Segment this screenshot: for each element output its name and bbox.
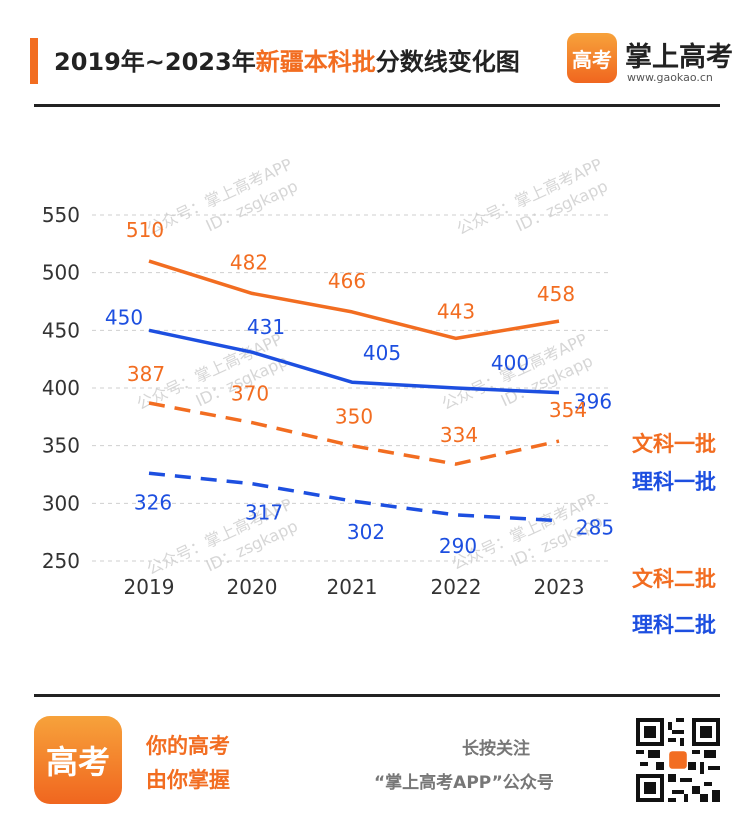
x-tick-label: 2022	[431, 575, 482, 599]
title-accent-bar	[30, 38, 38, 84]
y-tick-label: 550	[42, 203, 80, 227]
series-line	[148, 471, 560, 523]
data-label: 443	[437, 299, 475, 323]
data-label: 285	[576, 516, 614, 540]
data-label: 466	[328, 269, 366, 293]
legend-label: 理科二批	[632, 613, 716, 637]
data-label: 317	[245, 501, 283, 525]
data-label: 334	[440, 423, 478, 447]
series-line	[148, 401, 560, 466]
data-label: 387	[127, 362, 165, 386]
data-label: 482	[230, 250, 268, 274]
data-label: 302	[347, 520, 385, 544]
title-suffix: 分数线变化图	[375, 48, 520, 76]
x-tick-label: 2021	[327, 575, 378, 599]
data-label: 458	[537, 282, 575, 306]
page-title: 2019年~2023年新疆本科批分数线变化图	[54, 42, 520, 77]
series-line	[148, 259, 560, 341]
follow-hint: 长按关注	[462, 739, 530, 759]
follow-account: “掌上高考APP”公众号	[374, 773, 554, 793]
qr-code-icon[interactable]	[636, 718, 720, 802]
y-tick-label: 350	[42, 434, 80, 458]
brand-url: www.gaokao.cn	[627, 71, 713, 84]
title-highlight: 新疆本科批	[255, 48, 376, 76]
legend-label: 文科二批	[632, 567, 716, 591]
data-label: 405	[363, 341, 401, 365]
y-tick-label: 300	[42, 491, 80, 515]
footer-logo-icon: 高考	[34, 716, 122, 804]
series-line	[148, 328, 560, 395]
slogan-line-1: 你的高考	[146, 734, 230, 758]
title-prefix: 2019年~2023年	[54, 48, 256, 76]
data-label: 431	[247, 315, 285, 339]
y-tick-label: 250	[42, 549, 80, 573]
data-label: 396	[574, 390, 612, 414]
y-tick-label: 500	[42, 261, 80, 285]
y-tick-label: 450	[42, 318, 80, 342]
data-label: 400	[491, 351, 529, 375]
brand-name: 掌上高考	[625, 42, 733, 73]
y-tick-label: 400	[42, 376, 80, 400]
x-tick-label: 2020	[227, 575, 278, 599]
data-label: 326	[134, 490, 172, 514]
data-label: 510	[126, 218, 164, 242]
brand-logo-icon: 高考	[567, 33, 617, 83]
legend-label: 理科一批	[632, 470, 716, 494]
data-label: 350	[335, 405, 373, 429]
data-label: 354	[549, 398, 587, 422]
data-label: 450	[105, 305, 143, 329]
slogan-line-2: 由你掌握	[146, 768, 230, 792]
data-label: 290	[439, 534, 477, 558]
data-label: 370	[231, 382, 269, 406]
x-tick-label: 2019	[124, 575, 175, 599]
bottom-divider	[34, 694, 720, 697]
legend-label: 文科一批	[632, 432, 716, 456]
top-divider	[34, 104, 720, 107]
x-tick-label: 2023	[534, 575, 585, 599]
